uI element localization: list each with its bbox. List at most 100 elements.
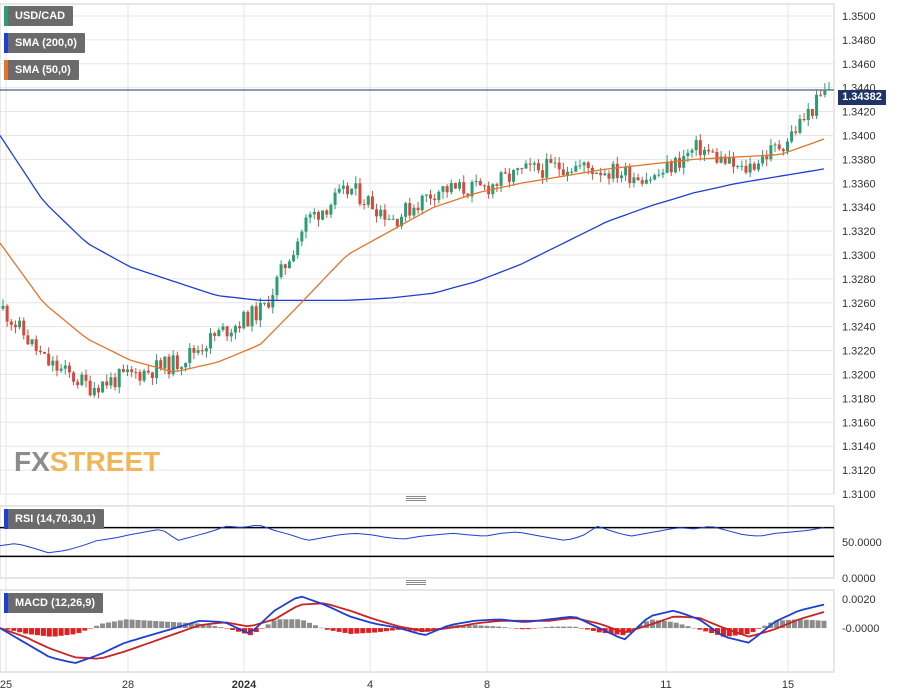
- candle-body: [59, 368, 63, 371]
- macd-histogram-bar: [111, 621, 117, 629]
- macd-histogram-bar: [29, 628, 35, 635]
- candle-body: [669, 161, 673, 173]
- macd-histogram-bar: [774, 620, 780, 629]
- rsi-y-tick-label: 50.0000: [842, 537, 882, 549]
- y-tick-label: 1.3120: [842, 465, 876, 477]
- candle-body: [13, 324, 17, 328]
- candle-body: [566, 171, 570, 176]
- candle-body: [358, 183, 362, 205]
- last-price-tag: 1.34382: [838, 90, 886, 105]
- legend-sma50-label: SMA (50,0): [15, 64, 71, 76]
- macd-histogram-bar: [342, 628, 348, 633]
- candle-body: [96, 387, 100, 393]
- macd-histogram-bar: [100, 623, 106, 629]
- macd-histogram-bar: [720, 628, 726, 637]
- candle-body: [433, 198, 437, 201]
- legend-sma200-label: SMA (200,0): [15, 37, 77, 49]
- candle-body: [532, 163, 536, 165]
- watermark-fx: FX: [14, 446, 50, 477]
- x-tick-label: 8: [484, 679, 490, 691]
- legend-usdcad[interactable]: USD/CAD: [4, 6, 74, 26]
- macd-histogram-bar: [94, 625, 100, 629]
- candle-body: [815, 94, 819, 116]
- macd-histogram-bar: [76, 628, 82, 634]
- legend-usdcad-label: USD/CAD: [15, 10, 66, 22]
- candle-body: [337, 188, 341, 193]
- candle-body: [341, 185, 345, 189]
- macd-histogram-bar: [153, 621, 159, 629]
- x-tick-label: 28: [122, 679, 134, 691]
- candle-body: [777, 144, 781, 150]
- panel-resize-handle-macd[interactable]: [406, 580, 426, 585]
- candle-body: [499, 172, 503, 186]
- candle-body: [383, 209, 387, 220]
- macd-histogram-bar: [519, 628, 525, 630]
- macd-histogram-bar: [484, 625, 490, 629]
- macd-histogram-bar: [584, 628, 590, 630]
- macd-histogram-bar: [5, 628, 11, 630]
- macd-histogram-bar: [318, 627, 324, 629]
- candle-body: [250, 306, 254, 327]
- macd-histogram-bar: [206, 625, 212, 629]
- candle-body: [67, 365, 71, 373]
- candle-body: [711, 151, 715, 153]
- candle-body: [92, 387, 96, 396]
- candle-body: [258, 302, 262, 321]
- candle-body: [478, 180, 482, 186]
- macd-histogram-bar: [525, 628, 531, 630]
- legend-rsi[interactable]: RSI (14,70,30,1): [4, 509, 104, 529]
- candle-body: [781, 149, 785, 152]
- candle-body: [541, 170, 545, 178]
- macd-histogram-bar: [644, 621, 650, 629]
- legend-sma50[interactable]: SMA (50,0): [4, 60, 79, 80]
- candle-body: [395, 218, 399, 227]
- candle-body: [657, 174, 661, 176]
- candle-body: [661, 172, 665, 175]
- candle-body: [38, 350, 42, 353]
- candle-body: [22, 320, 26, 336]
- sma50-line: [0, 138, 825, 373]
- macd-histogram-bar: [821, 620, 827, 629]
- candle-body: [582, 162, 586, 166]
- macd-histogram-bar: [289, 619, 295, 629]
- y-tick-label: 1.3140: [842, 441, 876, 453]
- candle-body: [765, 156, 769, 160]
- candle-body: [528, 163, 532, 165]
- candle-body: [262, 302, 266, 304]
- candle-body: [416, 207, 420, 211]
- macd-y-tick-label: 0.0020: [842, 594, 876, 606]
- candle-body: [200, 350, 204, 352]
- candle-body: [55, 360, 59, 371]
- candle-body: [329, 204, 333, 215]
- macd-histogram-bar: [395, 628, 401, 630]
- candle-body: [387, 218, 391, 220]
- legend-sma200[interactable]: SMA (200,0): [4, 33, 85, 53]
- macd-histogram-bar: [809, 620, 815, 629]
- candle-body: [756, 163, 760, 170]
- candle-body: [690, 150, 694, 153]
- macd-signal-line: [0, 602, 825, 660]
- candle-body: [557, 162, 561, 170]
- legend-rsi-label: RSI (14,70,30,1): [15, 513, 96, 525]
- candle-body: [126, 369, 130, 373]
- macd-histogram-bar: [170, 622, 176, 629]
- candle-body: [213, 333, 217, 337]
- candle-body: [599, 172, 603, 176]
- candle-body: [748, 163, 752, 173]
- macd-histogram-bar: [336, 628, 342, 632]
- macd-histogram-bar: [230, 628, 236, 630]
- candle-body: [790, 131, 794, 142]
- macd-histogram-bar: [70, 628, 76, 635]
- candle-body: [615, 163, 619, 179]
- candle-body: [794, 131, 798, 133]
- candle-body: [72, 372, 76, 382]
- legend-macd[interactable]: MACD (12,26,9): [4, 593, 104, 613]
- macd-histogram-bar: [590, 628, 596, 631]
- macd-histogram-bar: [200, 623, 206, 629]
- y-tick-label: 1.3400: [842, 130, 876, 142]
- macd-histogram-bar: [543, 627, 549, 629]
- panel-resize-handle-rsi[interactable]: [406, 496, 426, 501]
- candle-body: [702, 149, 706, 156]
- candle-body: [453, 183, 457, 189]
- macd-histogram-bar: [726, 628, 732, 637]
